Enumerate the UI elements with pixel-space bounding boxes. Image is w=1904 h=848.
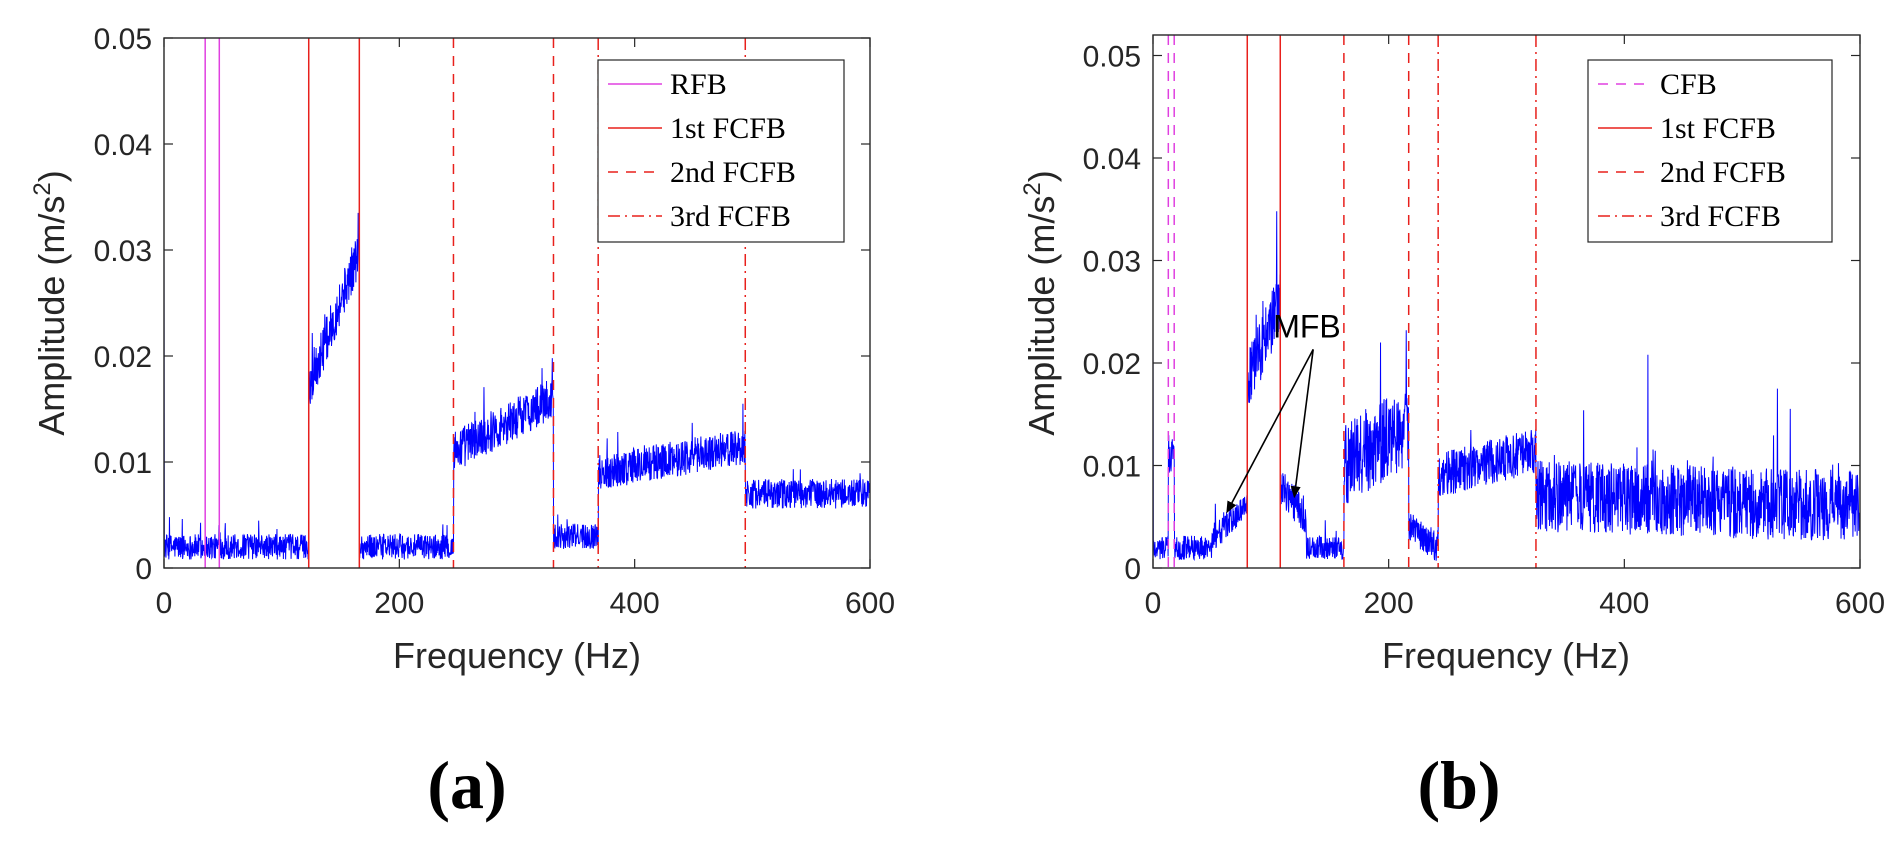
ytick-label-a-4: 0.04	[94, 129, 152, 162]
ytick-label-b-0: 0	[1124, 553, 1141, 586]
legend-label-2nd-fcfb-a: 2nd FCFB	[670, 156, 796, 189]
ticks-a: 0 200 400 600 0 0.01 0.02 0.03 0.04 0.05	[94, 23, 895, 620]
legend-label-cfb: CFB	[1660, 68, 1717, 101]
xtick-label-b-2: 400	[1599, 587, 1649, 620]
spectrum-line-a	[164, 212, 870, 560]
legend-label-1st-fcfb-b: 1st FCFB	[1660, 112, 1776, 145]
panel-label-a: (a)	[427, 747, 506, 823]
axes-box-a	[163, 37, 871, 569]
ticks-b: 0 200 400 600 0 0.01 0.02 0.03 0.04 0.05	[1083, 35, 1885, 620]
legend-b: CFB 1st FCFB 2nd FCFB 3rd FCFB	[1587, 59, 1833, 243]
ytick-label-a-3: 0.03	[94, 235, 152, 268]
xtick-label-a-0: 0	[156, 587, 173, 620]
legend-label-rfb: RFB	[670, 68, 727, 101]
legend-label-3rd-fcfb-a: 3rd FCFB	[670, 200, 791, 233]
spectrum-a	[164, 212, 870, 560]
xtick-label-b-3: 600	[1835, 587, 1885, 620]
ytick-label-b-1: 0.01	[1083, 451, 1141, 484]
ytick-label-b-3: 0.03	[1083, 246, 1141, 279]
legend-label-1st-fcfb-a: 1st FCFB	[670, 112, 786, 145]
xtick-label-a-2: 400	[610, 587, 660, 620]
legend-box-a	[597, 59, 845, 243]
spectrum-b	[1153, 211, 1860, 561]
mfb-arrow-0	[1226, 349, 1314, 514]
ylabel-b: Amplitude (m/s2)	[1019, 170, 1062, 435]
band-lines-a	[204, 38, 747, 568]
ytick-label-b-2: 0.02	[1083, 348, 1141, 381]
ytick-label-b-4: 0.04	[1083, 143, 1141, 176]
ytick-label-a-0: 0	[135, 553, 152, 586]
xtick-label-b-0: 0	[1145, 587, 1162, 620]
ytick-label-b-5: 0.05	[1083, 41, 1141, 74]
ytick-label-a-1: 0.01	[94, 447, 152, 480]
band-lines-b	[1167, 35, 1537, 568]
xlabel-b: Frequency (Hz)	[1382, 635, 1630, 676]
ylabel-a: Amplitude (m/s2)	[29, 170, 72, 435]
legend-a: RFB 1st FCFB 2nd FCFB 3rd FCFB	[597, 59, 845, 243]
spectrum-line-b	[1153, 211, 1860, 561]
chart-a: 0 200 400 600 0 0.01 0.02 0.03 0.04 0.05 Frequenc…	[29, 23, 895, 823]
mfb-annotation-label: MFB	[1273, 308, 1341, 344]
panel-label-b: (b)	[1417, 747, 1500, 823]
axes-box-b	[1152, 34, 1861, 569]
chart-b: 0 200 400 600 0 0.01 0.02 0.03 0.04 0.05 Frequenc…	[1019, 34, 1885, 823]
xtick-label-a-3: 600	[845, 587, 895, 620]
xlabel-a: Frequency (Hz)	[393, 635, 641, 676]
legend-label-2nd-fcfb-b: 2nd FCFB	[1660, 156, 1786, 189]
xtick-label-a-1: 200	[374, 587, 424, 620]
mfb-arrow-1	[1290, 349, 1314, 499]
xtick-label-b-1: 200	[1364, 587, 1414, 620]
ytick-label-a-5: 0.05	[94, 23, 152, 56]
legend-label-3rd-fcfb-b: 3rd FCFB	[1660, 200, 1781, 233]
legend-box-b	[1587, 59, 1833, 243]
mfb-annotation: MFB	[1226, 308, 1341, 514]
ytick-label-a-2: 0.02	[94, 341, 152, 374]
